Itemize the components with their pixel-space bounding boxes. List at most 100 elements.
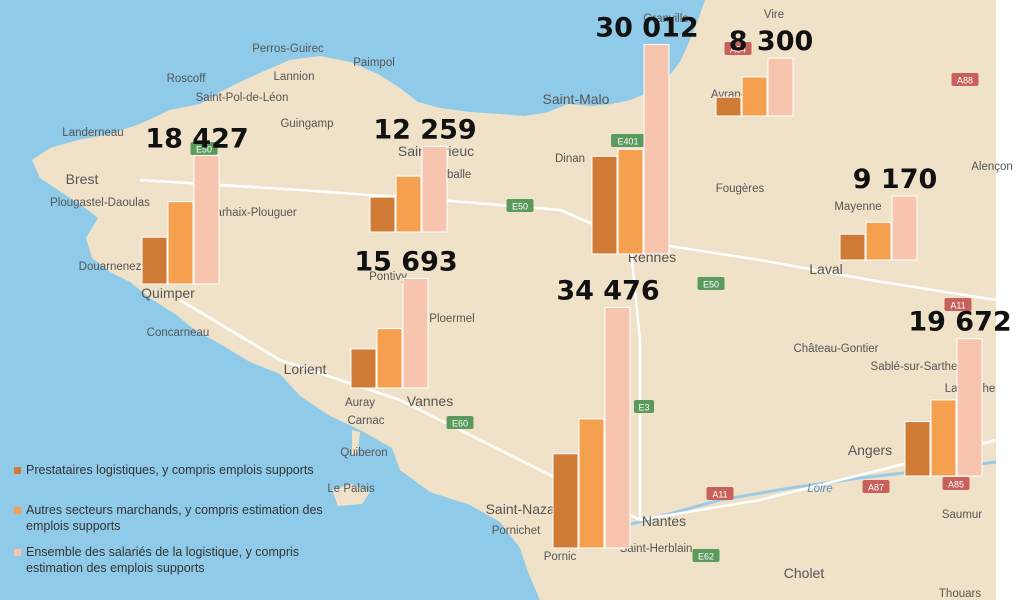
road-shield-bg [862, 480, 890, 493]
bar-ensemble [891, 195, 918, 261]
road-shield-text: E3 [638, 403, 649, 413]
road-shield-bg [944, 298, 972, 311]
bar-autres [930, 399, 957, 477]
map-label: Quiberon [340, 447, 387, 459]
road-shield: E50 [506, 199, 534, 212]
bar-ensemble [956, 338, 983, 477]
map-label: Ploermel [429, 313, 474, 325]
road-shield: A88 [951, 73, 979, 86]
bar-ensemble [421, 145, 448, 233]
legend-item-autres: Autres secteurs marchands, y compris est… [14, 502, 344, 534]
map-label: Lorient [284, 361, 327, 377]
map-label: Vannes [407, 393, 453, 409]
road-shield-bg [446, 416, 474, 429]
legend-swatch-autres [14, 507, 21, 514]
data-label-total: 30 012 [595, 13, 698, 44]
map-label: Nantes [642, 513, 686, 529]
road-shield-text: A88 [957, 76, 973, 86]
legend-label-ensemble: Ensemble des salariés de la logistique, … [26, 545, 300, 575]
data-label-total: 18 427 [145, 123, 248, 154]
road-shield: A87 [862, 480, 890, 493]
data-label-total: 8 300 [729, 26, 814, 57]
map-label: Douarnenez [79, 261, 142, 273]
road-shield-bg [692, 549, 720, 562]
bar-ensemble [193, 154, 220, 285]
data-label-total: 12 259 [373, 114, 476, 145]
map-label: Plougastel-Daoulas [50, 197, 150, 209]
map-label: Le Palais [327, 483, 375, 495]
road-shield-bg [611, 134, 645, 147]
road-shield-bg [706, 487, 734, 500]
road-shield-text: A85 [948, 480, 964, 490]
bar-group: 8 300 [715, 26, 814, 117]
map-label: Pornichet [492, 525, 541, 537]
legend-label-autres: Autres secteurs marchands, y compris est… [26, 503, 323, 533]
legend-label-prestataires: Prestataires logistiques, y compris empl… [26, 463, 314, 477]
bar-prestataires [350, 348, 377, 389]
road-shield: A84 [724, 42, 752, 55]
road-shield-text: A11 [712, 490, 727, 500]
map-label: Perros-Guirec [252, 43, 324, 55]
legend-item-prestataires: Prestataires logistiques, y compris empl… [14, 462, 344, 478]
bar-group: 30 012 [591, 13, 699, 255]
bar-prestataires [369, 196, 396, 233]
bar-autres [741, 76, 768, 117]
bar-group: 19 672 [904, 307, 1012, 477]
bar-autres [376, 328, 403, 389]
bar-prestataires [904, 421, 931, 477]
map-label: Concarneau [147, 327, 210, 339]
bar-prestataires [141, 236, 168, 285]
road-shield-bg [634, 400, 654, 413]
bar-autres [578, 418, 605, 549]
road-shield: A85 [942, 477, 970, 490]
map-label: Saint-Herblain [620, 543, 693, 555]
map-label: Quimper [141, 285, 195, 301]
road-shield: E62 [692, 549, 720, 562]
map-label: Carnac [347, 415, 384, 427]
road-shield-text: E401 [617, 137, 638, 147]
bar-group: 18 427 [141, 123, 249, 285]
map-label: Granville [643, 13, 688, 25]
land [32, 0, 996, 600]
bar-group: 12 259 [369, 114, 477, 233]
data-label-total: 34 476 [556, 275, 659, 306]
data-label-total: 9 170 [853, 164, 938, 195]
bar-ensemble [604, 306, 631, 549]
road-shield: E3 [634, 400, 654, 413]
road-major-2 [628, 239, 642, 520]
map-label: Saint-Malo [543, 91, 610, 107]
map-label: Carhaix-Plouguer [207, 207, 297, 219]
map-label: Paimpol [353, 57, 395, 69]
bar-groups: 18 427 12 259 30 012 8 300 9 170 15 693 34 476… [141, 13, 1012, 549]
bar-autres [167, 201, 194, 285]
map-label: Alençon [971, 161, 1013, 173]
bar-autres [395, 175, 422, 233]
data-label-total: 19 672 [908, 307, 1011, 338]
road-shield: E401 [611, 134, 645, 147]
road-shield-text: E50 [512, 202, 528, 212]
road-shield-text: A84 [730, 45, 746, 55]
map-label: Dinan [555, 153, 585, 165]
right-margin [996, 0, 1024, 600]
bar-ensemble [767, 57, 794, 117]
map-label: Cholet [784, 565, 825, 581]
quiberon-peninsula [352, 430, 360, 456]
map-label: Fougères [716, 183, 765, 195]
map-label: Landerneau [62, 127, 123, 139]
road-shield-text: A11 [950, 301, 965, 311]
map-label: Lannion [274, 71, 315, 83]
road-shield-bg [506, 199, 534, 212]
map-label: Brest [66, 171, 99, 187]
road-shield-text: E62 [698, 552, 714, 562]
data-label-total: 15 693 [354, 246, 457, 277]
bar-prestataires [715, 96, 742, 117]
road-shield-bg [951, 73, 979, 86]
map-label: Guingamp [280, 118, 333, 130]
bar-group: 34 476 [552, 275, 660, 549]
map-label: Thouars [939, 588, 981, 600]
map-label: Angers [848, 442, 892, 458]
legend-swatch-prestataires [14, 467, 21, 474]
map-label: Pontivy [369, 271, 407, 283]
map-label: Sablé-sur-Sarthe [871, 361, 958, 373]
